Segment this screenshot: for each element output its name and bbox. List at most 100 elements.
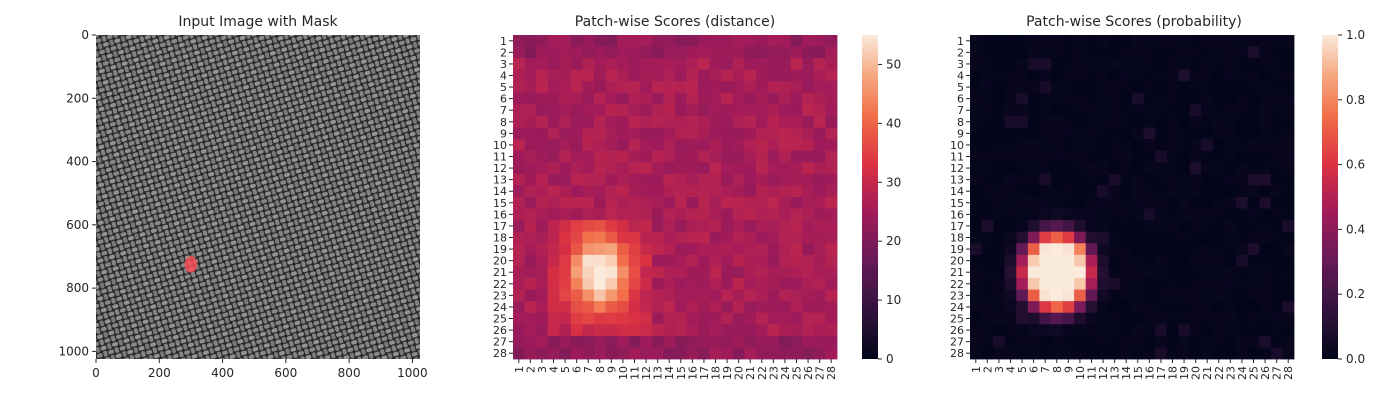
heatmap-cell — [1178, 278, 1191, 290]
heatmap-cell — [767, 278, 780, 290]
heatmap-cell — [640, 162, 653, 175]
heatmap-cell — [686, 278, 699, 290]
heatmap-cell — [1282, 312, 1295, 325]
heatmap-cell — [1004, 104, 1017, 117]
heatmap-cell — [825, 162, 838, 175]
heatmap-cell — [721, 104, 734, 117]
heatmap-cell — [1224, 139, 1237, 152]
panel-title: Input Image with Mask — [178, 14, 338, 30]
heatmap-cell — [628, 254, 641, 267]
heatmap-cell — [640, 139, 653, 152]
heatmap-cell — [628, 301, 641, 314]
heatmap-cell — [582, 69, 595, 82]
heatmap-cell — [802, 220, 815, 233]
heatmap-cell — [1155, 139, 1168, 152]
heatmap-cell — [628, 208, 641, 221]
y-tick-label: 8 — [500, 116, 507, 129]
heatmap-cell — [1039, 58, 1052, 71]
heatmap-cell — [1120, 278, 1133, 290]
heatmap-cell — [1097, 231, 1110, 244]
heatmap-cell — [756, 289, 768, 302]
heatmap-cell — [1201, 312, 1214, 325]
heatmap-cell — [547, 139, 560, 152]
heatmap-cell — [1189, 185, 1202, 198]
heatmap-cell — [1085, 289, 1098, 302]
heatmap-cell — [1224, 116, 1237, 128]
heatmap-cell — [993, 92, 1006, 105]
heatmap-cell — [1213, 347, 1225, 360]
heatmap-cell — [1027, 139, 1040, 152]
heatmap-cell — [721, 58, 734, 71]
heatmap-cell — [640, 335, 653, 348]
heatmap-cell — [628, 266, 641, 279]
heatmap-cell — [779, 220, 792, 233]
x-tick-label: 19 — [1178, 366, 1191, 380]
y-tick-label: 17 — [950, 220, 964, 233]
heatmap-cell — [1155, 58, 1168, 71]
heatmap-cell — [663, 231, 676, 244]
heatmap-cell — [547, 69, 560, 82]
heatmap-cell — [1074, 301, 1087, 314]
heatmap-cell — [981, 162, 994, 175]
heatmap-cell — [663, 208, 676, 221]
heatmap-cell — [721, 347, 734, 360]
heatmap-cell — [1016, 139, 1029, 152]
heatmap-cell — [663, 81, 676, 94]
heatmap-cell — [1166, 335, 1179, 348]
heatmap-cell — [594, 104, 606, 117]
heatmap-cell — [640, 92, 653, 105]
heatmap-cell — [1213, 150, 1225, 163]
heatmap-cell — [1155, 104, 1168, 117]
heatmap-cell — [628, 46, 641, 59]
heatmap-cell — [675, 231, 687, 244]
heatmap-cell — [1201, 58, 1214, 71]
heatmap-cell — [790, 116, 803, 128]
heatmap-cell — [605, 335, 618, 348]
heatmap-cell — [790, 139, 803, 152]
heatmap-cell — [1236, 335, 1249, 348]
heatmap-cell — [594, 324, 606, 337]
heatmap-cell — [970, 347, 982, 360]
x-tick-label: 7 — [1039, 366, 1052, 373]
x-tick-label: 18 — [1167, 366, 1180, 380]
heatmap-cell — [802, 197, 815, 209]
heatmap-cell — [1108, 324, 1121, 337]
heatmap-cell — [721, 231, 734, 244]
heatmap-cell — [1062, 289, 1075, 302]
heatmap-cell — [663, 185, 676, 198]
heatmap-cell — [1027, 254, 1040, 267]
heatmap-cell — [663, 139, 676, 152]
y-tick-label: 27 — [493, 336, 507, 349]
heatmap-cell — [513, 127, 525, 140]
heatmap-cell — [594, 347, 606, 360]
heatmap-cell — [1097, 92, 1110, 105]
heatmap-cell — [686, 173, 699, 186]
y-tick-label: 22 — [493, 278, 507, 291]
heatmap-cell — [1051, 173, 1063, 186]
heatmap-cell — [1051, 197, 1063, 209]
heatmap-cell — [1201, 162, 1214, 175]
heatmap-cell — [1143, 92, 1156, 105]
heatmap-cell — [698, 266, 711, 279]
heatmap-cell — [767, 335, 780, 348]
heatmap-cell — [1062, 92, 1075, 105]
heatmap-cell — [721, 266, 734, 279]
heatmap-cell — [651, 208, 664, 221]
heatmap-cell — [1132, 254, 1144, 267]
heatmap-cell — [524, 208, 537, 221]
heatmap-cell — [732, 116, 745, 128]
heatmap-cell — [802, 173, 815, 186]
heatmap-cell — [559, 69, 572, 82]
heatmap-cell — [1016, 278, 1029, 290]
heatmap-cell — [1027, 173, 1040, 186]
heatmap-cell — [993, 231, 1006, 244]
heatmap-cell — [640, 347, 653, 360]
y-tick-label: 26 — [950, 324, 964, 337]
heatmap-cell — [1074, 104, 1087, 117]
heatmap-cell — [1189, 116, 1202, 128]
heatmap-cell — [1039, 35, 1052, 47]
heatmap-cell — [1120, 324, 1133, 337]
heatmap-cell — [1051, 220, 1063, 233]
heatmap-cell — [628, 278, 641, 290]
